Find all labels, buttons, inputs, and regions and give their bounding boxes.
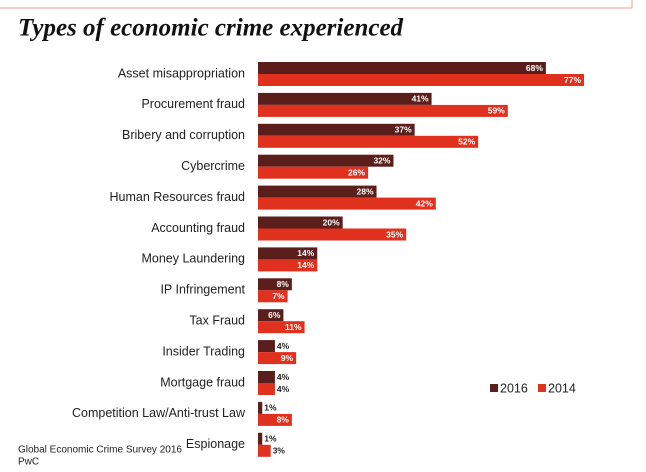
source: Global Economic Crime Survey 2016 — [18, 445, 182, 456]
bar — [258, 62, 546, 74]
bar — [258, 401, 263, 414]
category-label: Accounting fraud — [151, 221, 245, 235]
value-label: 14% — [297, 248, 314, 258]
bar — [258, 259, 318, 272]
value-label: 20% — [323, 217, 340, 227]
value-label: 4% — [277, 341, 290, 351]
value-label: 11% — [285, 322, 302, 332]
bar — [258, 185, 377, 198]
value-label: 1% — [264, 434, 277, 444]
bar — [258, 309, 284, 322]
bar — [258, 383, 275, 395]
legend-swatch — [490, 384, 498, 392]
category-label: Asset misappropriation — [118, 66, 245, 80]
value-label: 4% — [277, 372, 290, 382]
value-label: 32% — [373, 155, 390, 165]
bar — [258, 321, 305, 334]
category-label: Espionage — [186, 437, 245, 451]
value-label: 4% — [277, 384, 290, 394]
bar — [258, 290, 288, 303]
category-label: Tax Fraud — [189, 313, 245, 327]
bar — [258, 413, 292, 426]
bar — [258, 154, 394, 167]
legend-swatch — [538, 384, 546, 392]
value-label: 7% — [272, 291, 285, 301]
bar — [258, 228, 407, 241]
bar — [258, 74, 584, 86]
bar — [258, 444, 271, 457]
value-label: 8% — [277, 415, 290, 425]
chart-title: Types of economic crime experienced — [18, 15, 404, 42]
bar — [258, 371, 275, 383]
category-label: Human Resources fraud — [110, 190, 246, 204]
value-label: 3% — [273, 446, 286, 456]
value-label: 26% — [348, 167, 365, 177]
category-label: IP Infringement — [160, 283, 245, 297]
value-label: 42% — [416, 198, 433, 208]
value-label: 68% — [526, 63, 543, 73]
value-label: 8% — [277, 279, 290, 289]
bar — [258, 104, 508, 117]
bar — [258, 216, 343, 229]
legend-label: 2016 — [500, 381, 528, 395]
value-label: 6% — [268, 310, 281, 320]
value-label: 41% — [412, 94, 429, 104]
value-label: 9% — [281, 353, 294, 363]
value-label: 37% — [395, 125, 412, 135]
bar — [258, 432, 263, 445]
category-label: Money Laundering — [141, 252, 245, 266]
value-label: 59% — [488, 106, 505, 116]
bar — [258, 92, 432, 105]
value-label: 28% — [357, 186, 374, 196]
bar — [258, 166, 369, 179]
bar — [258, 123, 415, 136]
category-label: Procurement fraud — [141, 97, 245, 111]
legend-label: 2014 — [548, 381, 576, 395]
category-label: Cybercrime — [181, 159, 245, 173]
bar — [258, 135, 479, 148]
bar — [258, 352, 297, 365]
category-label: Bribery and corruption — [122, 128, 245, 142]
value-label: 52% — [458, 137, 475, 147]
category-label: Mortgage fraud — [160, 375, 245, 389]
value-label: 14% — [297, 260, 314, 270]
bar — [258, 197, 436, 210]
category-label: Insider Trading — [162, 344, 245, 358]
bar — [258, 340, 275, 353]
bar — [258, 247, 318, 260]
category-label: Competition Law/Anti-trust Law — [72, 406, 246, 420]
value-label: 1% — [264, 403, 277, 413]
source: PwC — [18, 457, 39, 468]
value-label: 35% — [386, 229, 403, 239]
bar — [258, 278, 292, 291]
value-label: 77% — [564, 75, 581, 85]
